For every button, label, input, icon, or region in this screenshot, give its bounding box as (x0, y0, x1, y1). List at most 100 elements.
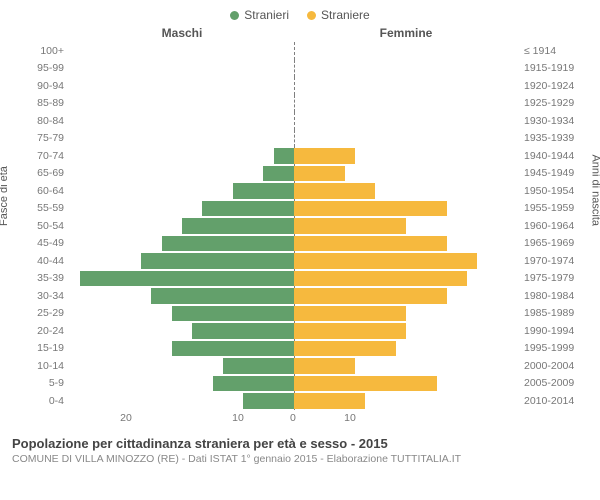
female-bar (294, 358, 355, 374)
male-bar (223, 358, 294, 374)
male-bar (213, 376, 294, 392)
pyramid-row: 50-541960-1964 (10, 217, 590, 235)
bar-pair (70, 252, 518, 270)
female-bar (294, 253, 477, 269)
pyramid-row: 55-59 1955-1959 (10, 200, 590, 218)
birth-year-label: 1925-1929 (518, 97, 590, 109)
pyramid-row: 95-991915-1919 (10, 60, 590, 78)
pyramid-row: 0-42010-2014 (10, 392, 590, 410)
bar-pair (70, 42, 518, 60)
legend-item-male: Stranieri (230, 8, 289, 22)
birth-year-label: ≤ 1914 (518, 45, 590, 57)
footer-title: Popolazione per cittadinanza straniera p… (12, 436, 588, 451)
birth-year-label: 1985-1989 (518, 307, 590, 319)
bar-pair (70, 147, 518, 165)
x-tick-right: 10 (294, 412, 406, 424)
legend: Stranieri Straniere (0, 0, 600, 26)
age-label: 50-54 (10, 220, 70, 232)
age-label: 10-14 (10, 360, 70, 372)
pyramid-row: 5-9 2005-2009 (10, 375, 590, 393)
birth-year-label: 1970-1974 (518, 255, 590, 267)
age-label: 100+ (10, 45, 70, 57)
male-color-dot (230, 11, 239, 20)
chart-container: Maschi Femmine Fasce di età Anni di nasc… (0, 26, 600, 424)
pyramid-row: 65-691945-1949 (10, 165, 590, 183)
pyramid-row: 80-84 1930-1934 (10, 112, 590, 130)
birth-year-label: 1980-1984 (518, 290, 590, 302)
birth-year-label: 2005-2009 (518, 377, 590, 389)
birth-year-label: 2010-2014 (518, 395, 590, 407)
pyramid-row: 15-191995-1999 (10, 340, 590, 358)
bar-pair (70, 235, 518, 253)
bar-pair (70, 200, 518, 218)
female-bar (294, 376, 437, 392)
legend-item-female: Straniere (307, 8, 370, 22)
birth-year-label: 1975-1979 (518, 272, 590, 284)
bar-pair (70, 60, 518, 78)
bar-pair (70, 95, 518, 113)
male-bar (192, 323, 294, 339)
age-label: 30-34 (10, 290, 70, 302)
x-tick-right (406, 412, 518, 424)
birth-year-label: 1915-1919 (518, 62, 590, 74)
age-label: 20-24 (10, 325, 70, 337)
male-bar (243, 393, 294, 409)
legend-male-label: Stranieri (244, 8, 289, 22)
pyramid-row: 75-79 1935-1939 (10, 130, 590, 148)
female-bar (294, 393, 365, 409)
male-bar (233, 183, 294, 199)
age-label: 15-19 (10, 342, 70, 354)
footer-subtitle: COMUNE DI VILLA MINOZZO (RE) - Dati ISTA… (12, 453, 588, 465)
birth-year-label: 1965-1969 (518, 237, 590, 249)
x-tick-left: 10 (182, 412, 294, 424)
female-bar (294, 148, 355, 164)
bar-pair (70, 375, 518, 393)
age-label: 45-49 (10, 237, 70, 249)
male-bar (263, 166, 294, 182)
bar-pair (70, 340, 518, 358)
birth-year-label: 1990-1994 (518, 325, 590, 337)
birth-year-label: 1935-1939 (518, 132, 590, 144)
age-label: 5-9 (10, 377, 70, 389)
male-bar (172, 341, 294, 357)
pyramid-row: 45-49 1965-1969 (10, 235, 590, 253)
birth-year-label: 1930-1934 (518, 115, 590, 127)
pyramid-plot: Fasce di età Anni di nascita 100+≤ 19149… (10, 42, 590, 410)
male-bar (80, 271, 294, 287)
pyramid-row: 20-24 1990-1994 (10, 322, 590, 340)
pyramid-row: 90-941920-1924 (10, 77, 590, 95)
bar-pair (70, 130, 518, 148)
footer: Popolazione per cittadinanza straniera p… (0, 424, 600, 465)
bar-pair (70, 77, 518, 95)
age-label: 80-84 (10, 115, 70, 127)
pyramid-row: 85-89 1925-1929 (10, 95, 590, 113)
y-axis-right-title: Anni di nascita (590, 154, 600, 226)
male-bar (151, 288, 294, 304)
birth-year-label: 1920-1924 (518, 80, 590, 92)
female-bar (294, 218, 406, 234)
x-tick-zero: 0 (290, 412, 296, 424)
male-bar (202, 201, 294, 217)
male-bar (172, 306, 294, 322)
bar-pair (70, 305, 518, 323)
bar-pair (70, 112, 518, 130)
male-bar (141, 253, 294, 269)
legend-female-label: Straniere (321, 8, 370, 22)
female-bar (294, 306, 406, 322)
pyramid-row: 25-291985-1989 (10, 305, 590, 323)
pyramid-row: 35-391975-1979 (10, 270, 590, 288)
birth-year-label: 1955-1959 (518, 202, 590, 214)
y-axis-left-title: Fasce di età (0, 166, 10, 226)
x-axis: 1020 0 10 (10, 412, 590, 424)
age-label: 75-79 (10, 132, 70, 144)
female-bar (294, 288, 447, 304)
age-label: 85-89 (10, 97, 70, 109)
female-bar (294, 183, 375, 199)
pyramid-row: 10-142000-2004 (10, 357, 590, 375)
age-label: 40-44 (10, 255, 70, 267)
age-label: 55-59 (10, 202, 70, 214)
bar-pair (70, 270, 518, 288)
female-bar (294, 271, 467, 287)
female-bar (294, 341, 396, 357)
birth-year-label: 1940-1944 (518, 150, 590, 162)
